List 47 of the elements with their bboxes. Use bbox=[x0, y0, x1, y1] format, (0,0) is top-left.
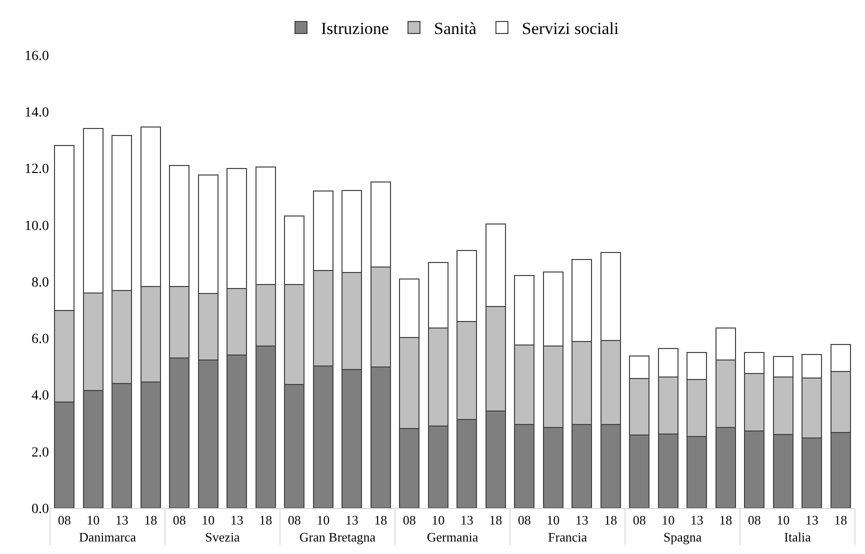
text: Svezia bbox=[205, 530, 240, 545]
x-tick-label: 10 bbox=[432, 512, 445, 528]
x-tick-label: 08 bbox=[748, 512, 761, 528]
x-tick-label: 13 bbox=[230, 512, 244, 528]
y-tick-label: 10.0 bbox=[24, 218, 49, 234]
x-tick-label: 18 bbox=[489, 512, 502, 528]
x-tick-label: 18 bbox=[259, 512, 272, 528]
x-tick-label: 08 bbox=[632, 512, 646, 528]
y-tick-label: 12.0 bbox=[24, 162, 49, 178]
y-tick-label: 4.0 bbox=[32, 388, 49, 404]
text: Italia bbox=[784, 530, 812, 545]
text: Germania bbox=[426, 530, 478, 545]
x-tick-label: 13 bbox=[690, 512, 704, 528]
x-tick-label: 18 bbox=[719, 512, 732, 528]
x-tick-label: 08 bbox=[58, 512, 71, 528]
x-tick-label: 18 bbox=[144, 512, 158, 528]
text: Spagna bbox=[663, 530, 702, 545]
legend-label: Servizi sociali bbox=[522, 19, 619, 38]
y-tick-label: 6.0 bbox=[32, 332, 49, 348]
x-tick-label: 18 bbox=[604, 512, 618, 528]
y-tick-label: 2.0 bbox=[32, 445, 49, 460]
x-tick-label: 08 bbox=[288, 512, 301, 528]
x-tick-label: 10 bbox=[202, 512, 215, 528]
x-tick-label: 08 bbox=[402, 512, 416, 528]
legend-label: Istruzione bbox=[321, 19, 389, 38]
x-tick-label: 10 bbox=[776, 512, 790, 528]
x-tick-label: 10 bbox=[546, 512, 560, 528]
text: Francia bbox=[548, 530, 588, 545]
x-tick-label: 13 bbox=[345, 512, 358, 528]
y-tick-label: 16.0 bbox=[24, 48, 49, 64]
y-tick-label: 14.0 bbox=[24, 106, 49, 121]
x-tick-label: 08 bbox=[518, 512, 531, 528]
x-tick-label: 13 bbox=[805, 512, 818, 528]
text: Gran Bretagna bbox=[299, 530, 376, 545]
x-tick-label: 13 bbox=[460, 512, 474, 528]
x-tick-label: 10 bbox=[86, 512, 100, 528]
text: Danimarca bbox=[78, 530, 136, 545]
x-tick-label: 10 bbox=[662, 512, 675, 528]
x-tick-label: 13 bbox=[575, 512, 588, 528]
x-tick-label: 13 bbox=[115, 512, 128, 528]
x-tick-label: 10 bbox=[316, 512, 330, 528]
y-tick-label: 0.0 bbox=[32, 502, 49, 517]
x-tick-label: 18 bbox=[374, 512, 388, 528]
x-tick-label: 08 bbox=[172, 512, 186, 528]
legend-label: Sanità bbox=[434, 19, 477, 38]
x-tick-label: 18 bbox=[834, 512, 848, 528]
y-tick-label: 8.0 bbox=[32, 275, 49, 290]
